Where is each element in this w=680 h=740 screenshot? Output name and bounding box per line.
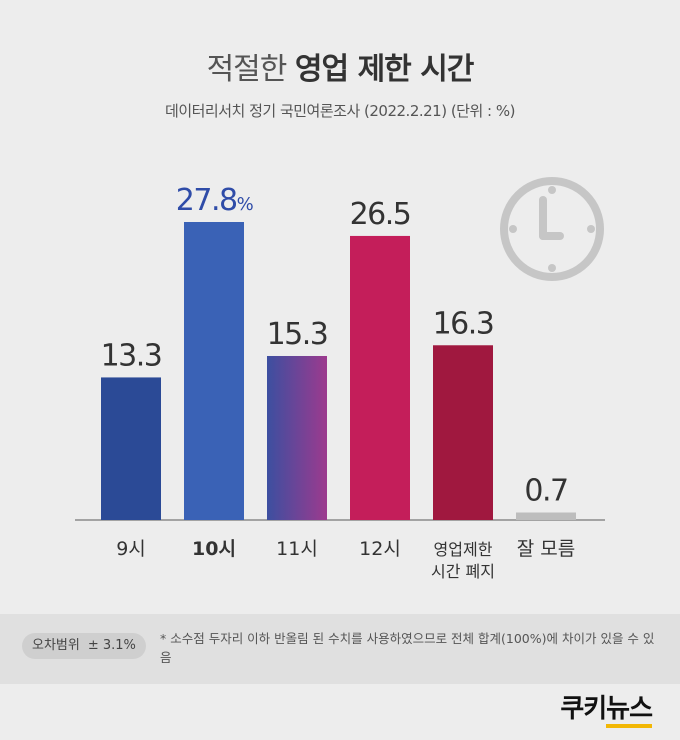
category-label-4-0: 영업제한 (434, 540, 493, 559)
footnote: * 소수점 두자리 이하 반올림 된 수치를 사용하였으므로 전체 합계(100… (160, 631, 655, 665)
value-label-0: 13.3 (101, 338, 162, 373)
category-label-3-0: 12시 (359, 538, 401, 560)
bar-1 (184, 222, 244, 520)
category-label-2-0: 11시 (276, 538, 318, 560)
chart-subtitle: 데이터리서치 정기 국민여론조사 (2022.2.21) (단위 : %) (165, 102, 515, 120)
title-light: 적절한 (206, 52, 288, 87)
moe-value: ± 3.1% (87, 638, 136, 653)
value-label-3: 26.5 (350, 197, 411, 232)
category-label-4-1: 시간 폐지 (431, 562, 495, 581)
bar-2 (267, 355, 327, 520)
title-bold: 영업 제한 시간 (294, 52, 474, 87)
bar-4 (433, 345, 493, 520)
margin-of-error-badge: 오차범위 ± 3.1% (22, 633, 146, 659)
value-label-2: 15.3 (267, 317, 328, 352)
bar-5 (516, 512, 576, 520)
category-label-1-0: 10시 (192, 538, 236, 560)
clock-icon (500, 177, 604, 281)
logo: 쿠키뉴스 (560, 688, 653, 728)
category-label-5-0: 잘 모름 (517, 538, 575, 560)
value-label-4: 16.3 (433, 306, 494, 341)
value-label-5: 0.7 (524, 473, 567, 508)
logo-text-a: 쿠키 (560, 694, 607, 724)
chart-title: 적절한 영업 제한 시간 (0, 44, 680, 88)
logo-text-b: 뉴스 (606, 694, 653, 728)
bar-3 (350, 235, 410, 521)
value-label-1: 27.8% (176, 183, 254, 218)
moe-label: 오차범위 (32, 638, 80, 653)
bar-0 (101, 377, 161, 520)
category-label-0-0: 9시 (116, 538, 146, 560)
